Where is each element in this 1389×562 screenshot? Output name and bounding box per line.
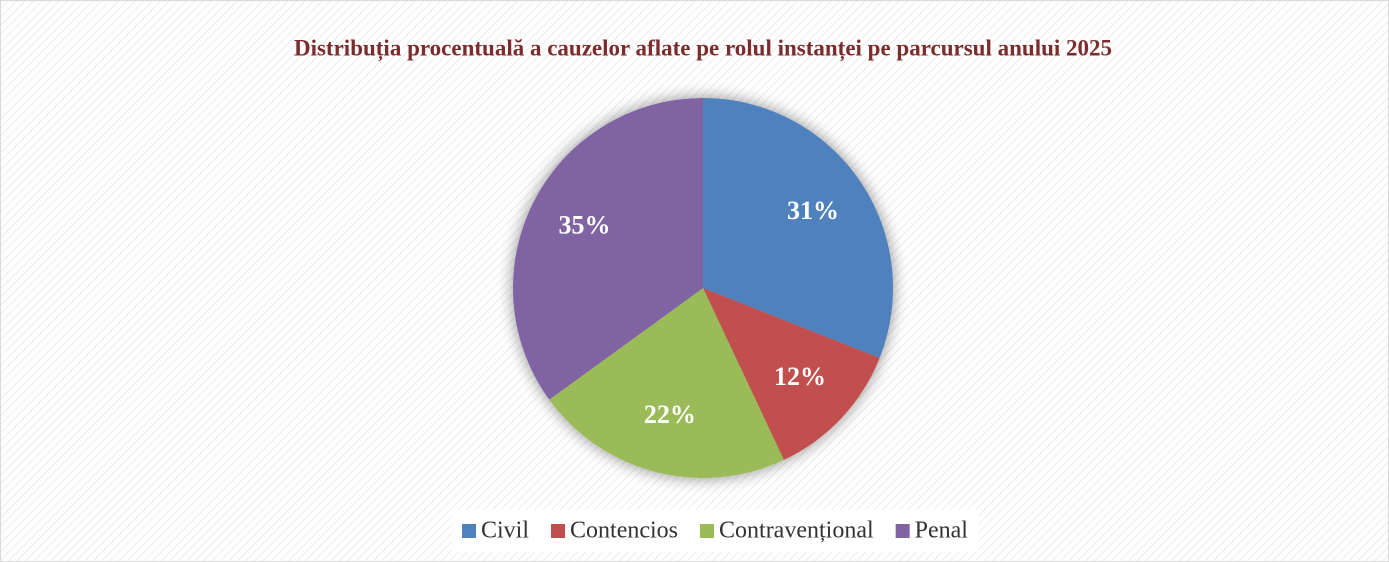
pie-slice xyxy=(549,288,784,479)
pie xyxy=(513,98,893,479)
pie-slice xyxy=(703,288,880,460)
chart-title: Distribuția procentuală a cauzelor aflat… xyxy=(294,35,1112,61)
data-label: 35% xyxy=(558,211,610,240)
data-label: 12% xyxy=(774,362,826,391)
legend-label: Penal xyxy=(915,518,969,544)
legend-swatch xyxy=(895,524,910,538)
legend-swatch xyxy=(700,524,715,538)
pie-slice xyxy=(513,98,703,400)
legend-label: Contencios xyxy=(570,518,678,544)
legend-swatch xyxy=(462,524,477,538)
legend-label: Civil xyxy=(481,518,529,544)
legend-box xyxy=(452,510,978,552)
legend: Civil Contencios Contravențional Penal xyxy=(462,518,968,544)
legend-label: Contravențional xyxy=(719,518,874,544)
data-label: 31% xyxy=(787,196,839,225)
pie-slice xyxy=(703,98,893,358)
legend-swatch xyxy=(551,524,566,538)
data-label: 22% xyxy=(644,400,696,429)
